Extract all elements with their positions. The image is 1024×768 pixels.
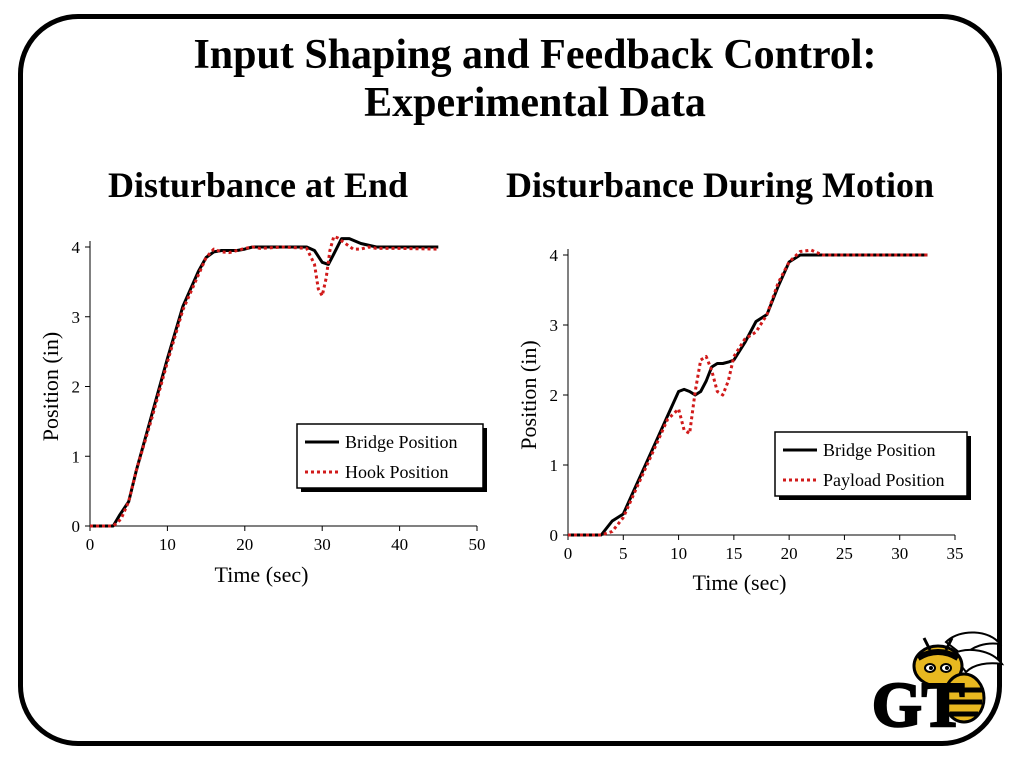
legend-label: Bridge Position (823, 440, 936, 460)
x-axis-title: Time (sec) (693, 570, 787, 595)
right-chart-heading: Disturbance During Motion (506, 165, 935, 205)
x-tick-label: 30 (314, 535, 331, 554)
y-tick-label: 1 (72, 447, 81, 466)
y-tick-label: 4 (550, 246, 559, 265)
x-tick-label: 0 (564, 544, 573, 563)
x-tick-label: 50 (469, 535, 486, 554)
y-tick-label: 2 (72, 378, 81, 397)
slide-title-line-2: Experimental Data (364, 80, 706, 126)
logo-text: GT (872, 669, 964, 740)
series-line-bridge-position (568, 253, 928, 537)
x-tick-label: 0 (86, 535, 95, 554)
x-tick-label: 20 (781, 544, 798, 563)
y-tick-label: 0 (550, 526, 559, 545)
legend-label: Hook Position (345, 462, 449, 482)
chart-1: 0 10 20 30 40 50 0 1 2 3 4 Time (sec) Position (in) B… (38, 235, 487, 587)
chart-2: 0 5 10 15 20 25 30 35 0 1 2 3 4 Time (sec) Position (i… (516, 246, 971, 595)
x-tick-label: 5 (619, 544, 628, 563)
series-line-hook-position (90, 235, 439, 528)
y-tick-label: 3 (550, 316, 559, 335)
series-line-bridge-position (90, 237, 439, 528)
x-tick-label: 35 (947, 544, 964, 563)
slide-border (18, 14, 1002, 746)
y-tick-label: 2 (550, 386, 559, 405)
series-line-payload-position (568, 248, 928, 537)
legend-box (774, 431, 968, 497)
legend-label: Bridge Position (345, 432, 458, 452)
y-tick-label: 1 (550, 456, 559, 475)
x-tick-label: 20 (236, 535, 253, 554)
y-tick-label: 4 (72, 238, 81, 257)
y-tick-label: 0 (72, 517, 81, 536)
yellow-jacket-logo-icon: GT (871, 631, 1005, 741)
x-axis-title: Time (sec) (215, 562, 309, 587)
x-tick-label: 40 (391, 535, 408, 554)
slide-title-line-1: Input Shaping and Feedback Control: (193, 32, 877, 78)
y-axis-title: Position (in) (516, 340, 541, 449)
legend: Bridge Position Hook Position (296, 423, 487, 492)
legend-label: Payload Position (823, 470, 945, 490)
x-tick-label: 25 (836, 544, 853, 563)
y-tick-label: 3 (72, 308, 81, 327)
legend: Bridge Position Payload Position (774, 431, 971, 500)
left-chart-heading: Disturbance at End (108, 165, 409, 205)
legend-box (296, 423, 484, 489)
x-tick-label: 15 (725, 544, 742, 563)
x-tick-label: 30 (891, 544, 908, 563)
y-axis-title: Position (in) (38, 332, 63, 441)
x-tick-label: 10 (670, 544, 687, 563)
x-tick-label: 10 (159, 535, 176, 554)
